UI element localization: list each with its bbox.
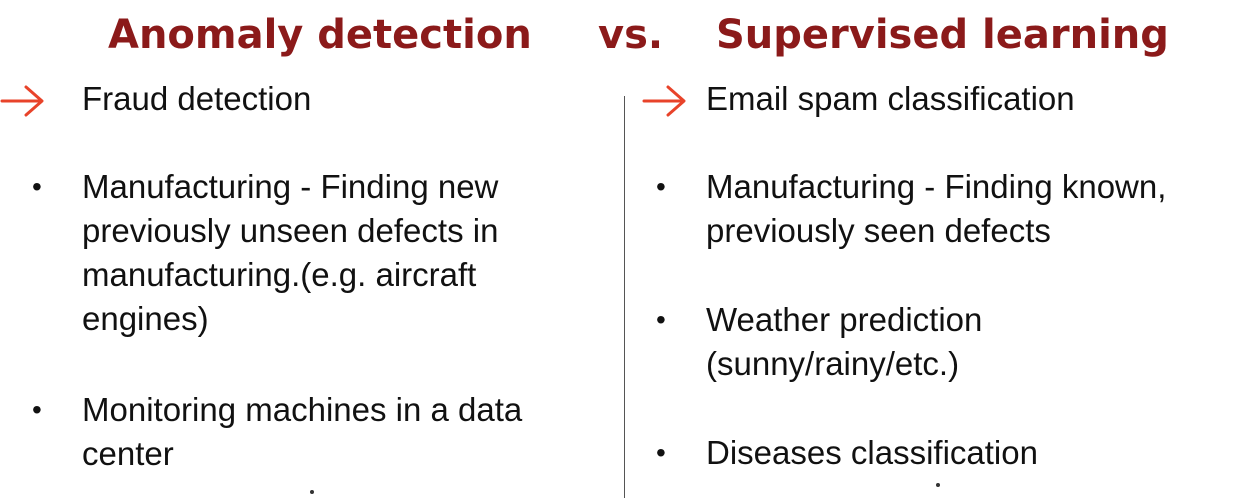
title-anomaly-detection: Anomaly detection	[108, 12, 532, 58]
item-line: previously seen defects	[706, 212, 1051, 249]
item-line: Fraud detection	[82, 80, 312, 117]
item-line: Email spam classification	[706, 80, 1075, 117]
bullet: •	[656, 437, 666, 468]
red-arrow-icon	[0, 85, 44, 117]
item-line: manufacturing.(e.g. aircraft	[82, 256, 477, 293]
bullet: •	[656, 171, 666, 202]
item-line: Diseases classification	[706, 434, 1038, 471]
list-item: Manufacturing - Finding known, previousl…	[706, 165, 1166, 253]
column-divider	[624, 96, 625, 498]
list-item: Email spam classification	[706, 77, 1075, 121]
list-item: Fraud detection	[82, 77, 311, 121]
item-line: Weather prediction	[706, 301, 983, 338]
bullet: •	[32, 394, 42, 425]
list-item: Monitoring machines in a data center	[82, 388, 522, 476]
item-line: (sunny/rainy/etc.)	[706, 345, 960, 382]
item-line: Manufacturing - Finding known,	[706, 168, 1167, 205]
stray-dot	[936, 483, 940, 487]
item-line: Manufacturing - Finding new	[82, 168, 499, 205]
list-item: Manufacturing - Finding new previously u…	[82, 165, 498, 341]
item-line: Monitoring machines in a data	[82, 391, 523, 428]
title-vs: vs.	[598, 12, 664, 58]
item-line: previously unseen defects in	[82, 212, 499, 249]
item-line: center	[82, 435, 174, 472]
red-arrow-icon	[642, 85, 686, 117]
stray-dot	[310, 490, 314, 494]
list-item: Diseases classification	[706, 431, 1038, 475]
title-supervised-learning: Supervised learning	[716, 12, 1169, 58]
list-item: Weather prediction (sunny/rainy/etc.)	[706, 298, 982, 386]
bullet: •	[32, 171, 42, 202]
item-line: engines)	[82, 300, 209, 337]
bullet: •	[656, 304, 666, 335]
